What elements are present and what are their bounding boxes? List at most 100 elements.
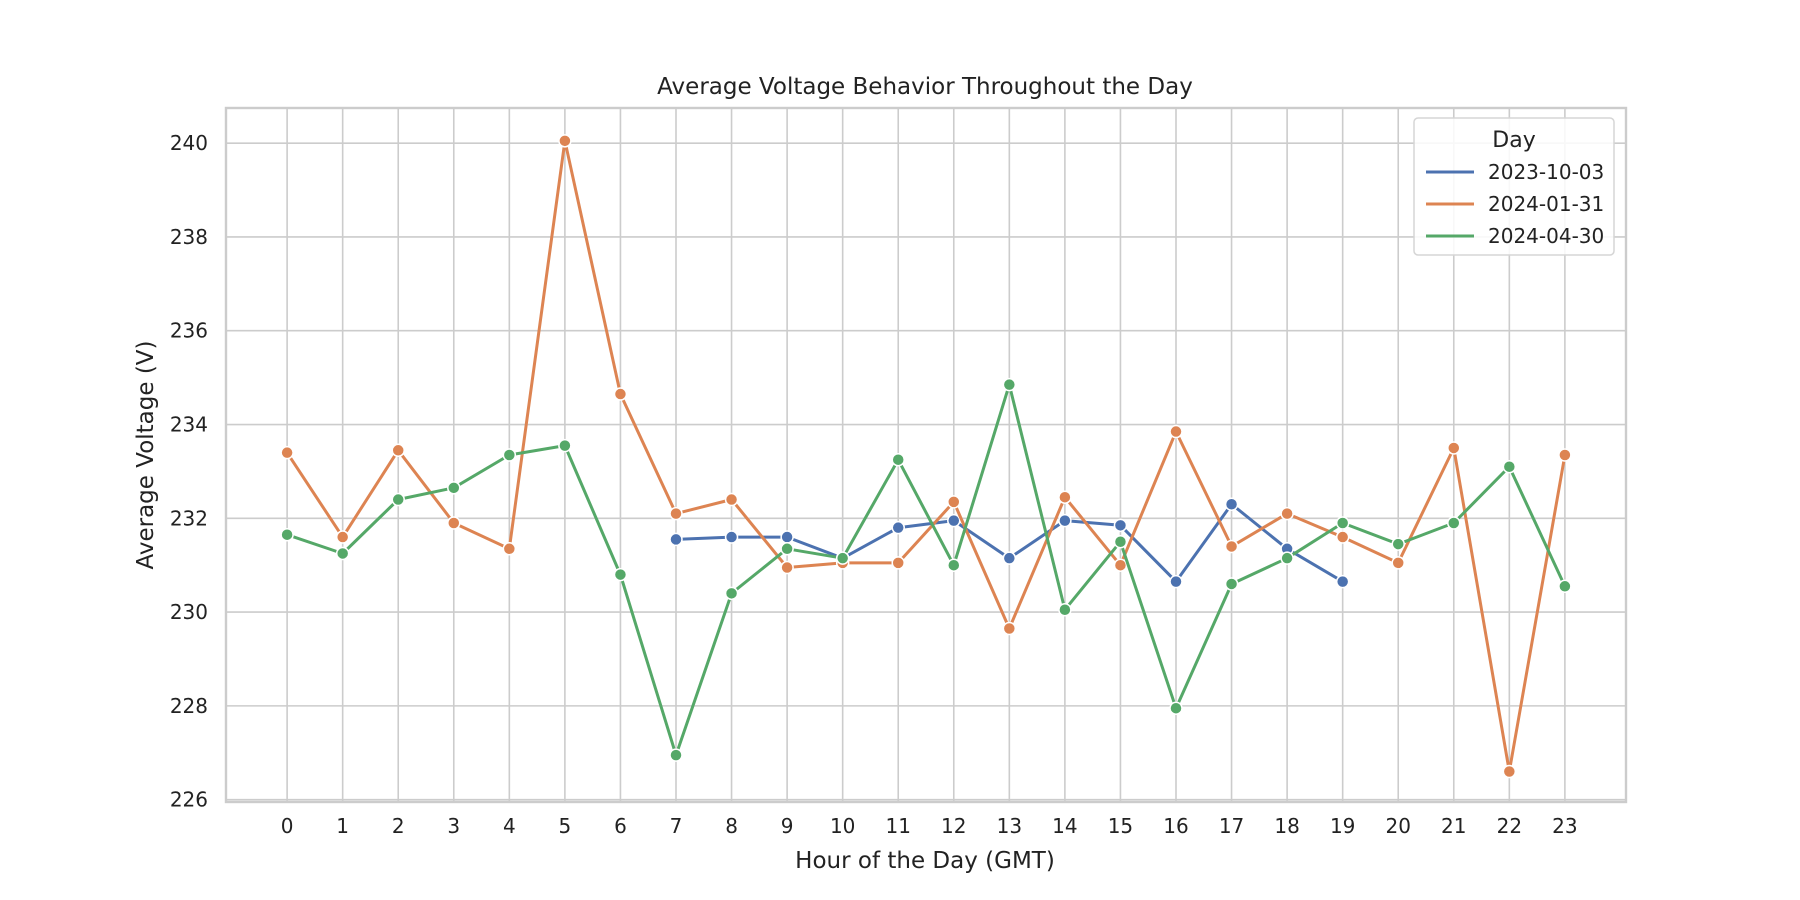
x-tick-label: 18 [1274, 814, 1299, 838]
data-point [669, 506, 683, 521]
x-tick-label: 15 [1108, 814, 1133, 838]
data-point [558, 438, 572, 453]
data-point [1169, 701, 1183, 715]
data-point [947, 558, 961, 572]
x-tick-label: 20 [1385, 814, 1410, 838]
x-tick-label: 0 [281, 814, 294, 838]
data-point [1058, 490, 1072, 504]
data-point [780, 530, 794, 544]
data-point [1335, 516, 1350, 530]
series-layer [280, 134, 1572, 779]
data-point [1447, 441, 1461, 455]
x-tick-label: 22 [1497, 814, 1522, 838]
y-tick-label: 226 [170, 788, 208, 812]
legend-label: 2024-04-30 [1488, 224, 1604, 248]
legend-box [1413, 117, 1615, 256]
data-point [1447, 516, 1461, 530]
legend-label: 2023-10-03 [1488, 160, 1604, 184]
data-point [1169, 574, 1183, 589]
data-point [447, 516, 461, 530]
data-point [502, 448, 517, 462]
data-point [1002, 551, 1017, 565]
x-tick-label: 1 [336, 814, 349, 838]
plot-area [224, 106, 1628, 804]
data-point [669, 532, 683, 547]
x-tick-label: 12 [941, 814, 966, 838]
y-tick-label: 234 [170, 413, 208, 437]
data-point [1558, 579, 1572, 594]
x-tick-label: 16 [1163, 814, 1188, 838]
series-2024-04-30 [280, 377, 1572, 762]
x-tick-label: 6 [614, 814, 627, 838]
data-point [1280, 506, 1294, 521]
data-point [947, 513, 961, 528]
legend-title: Day [1492, 128, 1535, 153]
data-point [1280, 551, 1294, 565]
data-point [1335, 574, 1350, 589]
data-point [835, 551, 850, 565]
data-point [391, 492, 405, 507]
data-point [1002, 621, 1017, 636]
series-2024-01-31 [280, 134, 1572, 779]
data-point [1502, 459, 1517, 474]
data-point [947, 495, 961, 509]
data-point [724, 530, 739, 544]
y-tick-label: 232 [170, 506, 208, 530]
x-tick-label: 7 [670, 814, 683, 838]
legend-entry: 2024-04-30 [1426, 224, 1604, 248]
data-point [891, 520, 905, 535]
legend-entries: 2023-10-03 2024-01-31 2024-04-30 [1426, 160, 1604, 248]
data-point [558, 134, 572, 148]
data-point [1502, 764, 1517, 779]
data-point [1335, 530, 1350, 544]
x-tick-label: 8 [725, 814, 738, 838]
data-point [280, 445, 294, 460]
series-line [285, 139, 1567, 773]
y-tick-label: 230 [170, 600, 208, 624]
data-point [1113, 558, 1128, 572]
data-point [335, 530, 350, 544]
y-tick-label: 240 [170, 131, 208, 155]
x-tick-label: 14 [1052, 814, 1077, 838]
y-axis-title: Average Voltage (V) [133, 340, 159, 569]
x-axis-title: Hour of the Day (GMT) [795, 848, 1055, 874]
data-point [1224, 577, 1239, 591]
y-tick-label: 228 [170, 694, 208, 718]
data-point [1224, 497, 1239, 511]
data-point [891, 556, 905, 570]
data-point [724, 492, 739, 507]
data-point [1058, 602, 1072, 617]
data-point [669, 748, 683, 762]
x-tick-label: 10 [830, 814, 855, 838]
y-tick-label: 238 [170, 225, 208, 249]
data-point [891, 452, 905, 467]
x-tick-label: 23 [1552, 814, 1577, 838]
x-tick-label: 13 [997, 814, 1022, 838]
data-point [280, 527, 294, 542]
x-tick-label: 17 [1219, 814, 1244, 838]
x-tick-label: 2 [392, 814, 405, 838]
legend-entry: 2024-01-31 [1426, 192, 1604, 216]
x-tick-label: 21 [1441, 814, 1466, 838]
x-tick-label: 3 [447, 814, 460, 838]
data-point [447, 481, 461, 495]
y-axis-ticks: 226 228 230 232 234 236 238 240 [170, 131, 208, 811]
y-tick-label: 236 [170, 319, 208, 343]
data-point [335, 546, 350, 561]
data-point [391, 443, 405, 458]
grid [226, 108, 1626, 802]
data-point [780, 542, 794, 556]
data-point [1169, 424, 1183, 439]
data-point [780, 560, 794, 575]
x-tick-label: 19 [1330, 814, 1355, 838]
data-point [1391, 537, 1405, 551]
x-tick-label: 4 [503, 814, 516, 838]
data-point [1002, 377, 1017, 392]
data-point [1058, 513, 1072, 528]
chart-title: Average Voltage Behavior Throughout the … [657, 74, 1193, 100]
series-line [286, 383, 1567, 757]
data-point [1391, 556, 1405, 570]
data-point [1558, 448, 1572, 462]
data-point [1224, 539, 1239, 554]
x-tick-label: 9 [781, 814, 794, 838]
